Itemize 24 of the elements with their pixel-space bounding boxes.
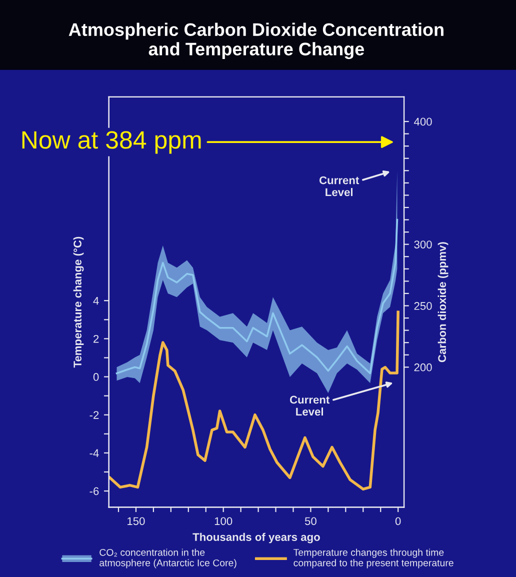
y-tick-label: 0	[93, 373, 99, 381]
annotation: Current Level	[290, 396, 330, 416]
y-tick-label: -4	[90, 449, 99, 457]
y-axis-title: Temperature change (°C)	[73, 236, 84, 368]
chart-title: Atmospheric Carbon Dioxide Concentration and Temperature Change	[68, 22, 444, 60]
legend-label: CO₂ concentration in the atmosphere (Antarctic Ice Core)	[100, 548, 236, 568]
line-series	[108, 310, 400, 490]
y-tick-label: 2	[94, 334, 99, 343]
x-tick-label: 0	[395, 517, 401, 526]
y2-tick-label: 400	[414, 118, 432, 126]
x-tick-label: 150	[128, 517, 145, 526]
x-tick-label: 50	[304, 517, 316, 526]
y-tick-label: 4	[93, 297, 99, 305]
y2-tick-label: 200	[414, 363, 432, 372]
annotation: Current Level	[319, 176, 360, 196]
y-tick-label: -6	[90, 487, 99, 496]
x-axis-title: Thousands of years ago	[192, 532, 320, 544]
x-tick-label: 100	[214, 517, 232, 526]
y2-tick-label: 250	[414, 302, 432, 310]
legend-label: Temperature changes through time compared to the present temperature	[294, 548, 454, 568]
annotation: Now at 384 ppm	[22, 131, 201, 154]
y2-axis-title: Carbon dioxide (ppmv)	[438, 242, 448, 362]
y2-tick-label: 300	[414, 240, 432, 248]
y-tick-label: -2	[90, 411, 99, 419]
